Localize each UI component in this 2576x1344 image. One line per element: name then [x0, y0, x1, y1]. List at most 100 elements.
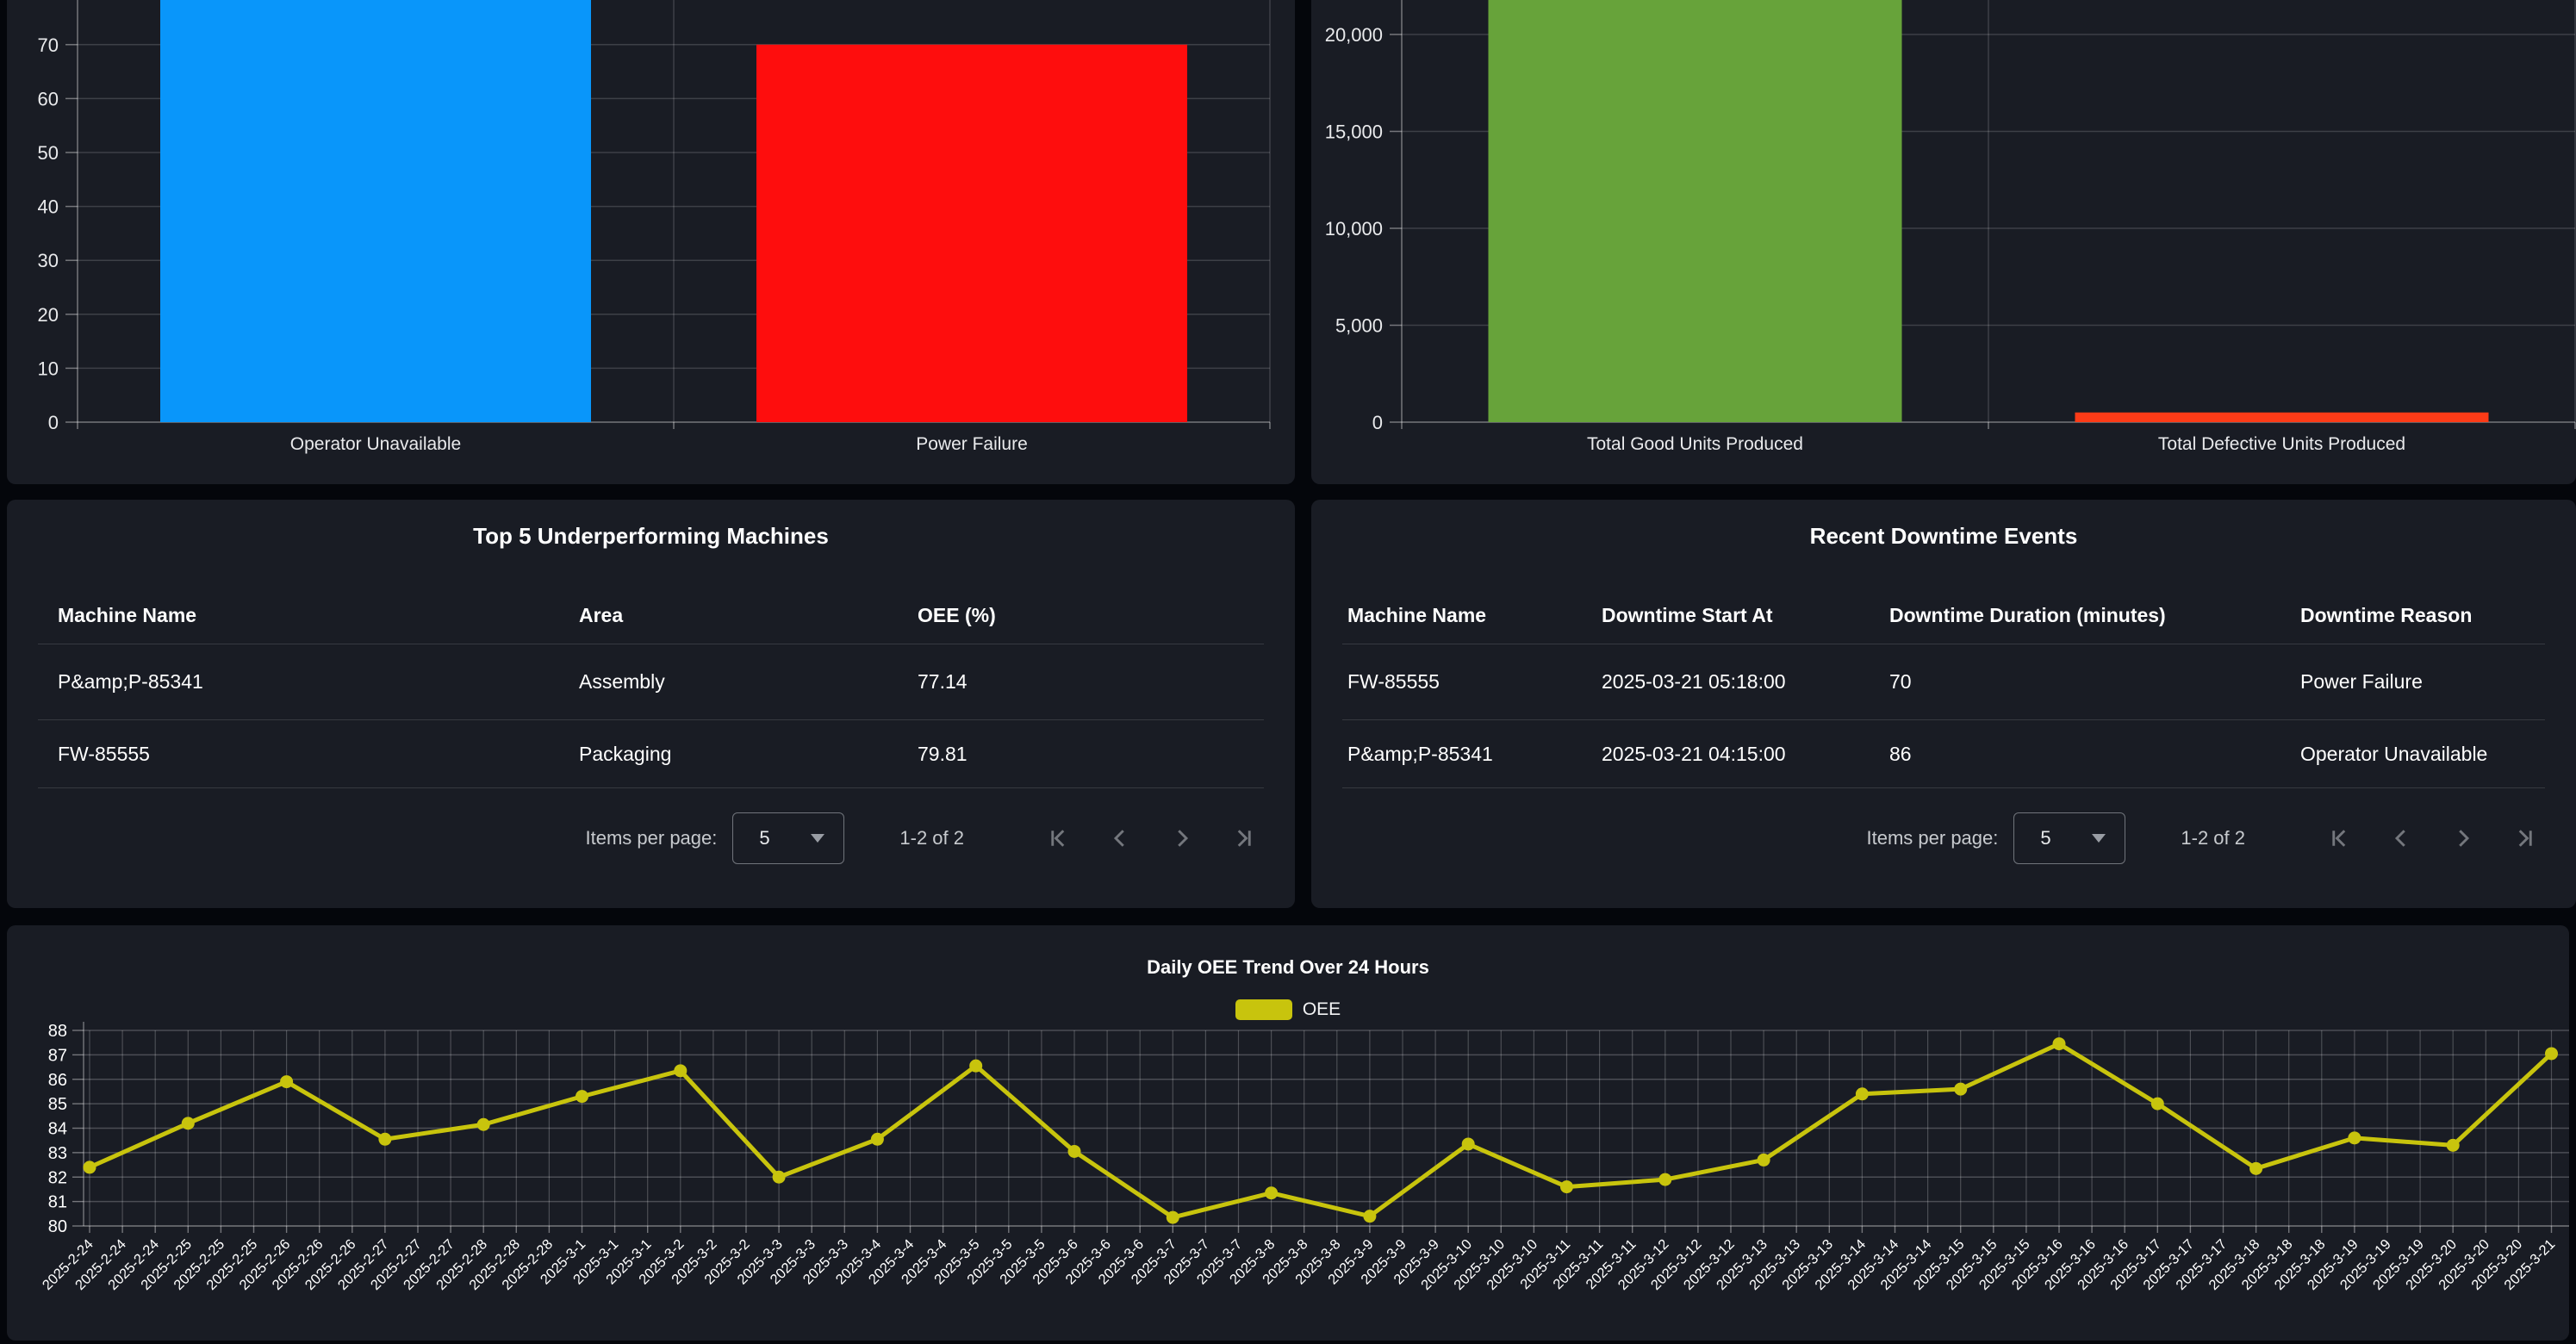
column-header-area: Area: [579, 604, 624, 626]
data-point[interactable]: [1265, 1186, 1279, 1200]
data-point[interactable]: [1560, 1180, 1573, 1194]
data-point[interactable]: [83, 1160, 96, 1174]
data-point[interactable]: [1954, 1082, 1968, 1096]
previous-page-button[interactable]: [1107, 825, 1133, 851]
next-page-button[interactable]: [1169, 825, 1195, 851]
chevron-right-icon: [2459, 830, 2470, 847]
last-page-button[interactable]: [1231, 825, 1257, 851]
chart-title: Daily OEE Trend Over 24 Hours: [1147, 956, 1429, 978]
card-title: Top 5 Underperforming Machines: [473, 523, 829, 549]
bar-1[interactable]: [756, 44, 1187, 423]
data-point[interactable]: [476, 1117, 490, 1131]
last-page-button[interactable]: [2512, 825, 2538, 851]
table-row: FW-85555 2025-03-21 05:18:00 70 Power Fa…: [1342, 644, 2545, 720]
y-tick-label: 20: [38, 304, 59, 326]
units-produced-bar-chart[interactable]: 0 5,000 10,000 15,000 20,000 Total Good Units…: [1311, 0, 2576, 484]
y-tick-label: 80: [48, 1217, 67, 1236]
paginator-buttons: [1009, 825, 1257, 851]
cell-machine-name: P&amp;P-85341: [58, 670, 203, 693]
data-point[interactable]: [1166, 1210, 1179, 1224]
table-header-row: Machine Name Downtime Start At Downtime …: [1342, 588, 2545, 644]
table-row: FW-85555 Packaging 79.81: [38, 720, 1264, 788]
bar-1[interactable]: [2075, 412, 2489, 422]
first-page-button[interactable]: [2326, 825, 2352, 851]
items-per-page-select[interactable]: 5: [2013, 812, 2126, 864]
first-page-button[interactable]: [1045, 825, 1071, 851]
data-point[interactable]: [2446, 1138, 2460, 1152]
data-point[interactable]: [1067, 1144, 1081, 1158]
cell-downtime-start: 2025-03-21 04:15:00: [1602, 742, 1786, 765]
y-tick-label: 30: [38, 250, 59, 271]
oee-trend-line[interactable]: [88, 1042, 2554, 1220]
column-header-machine-name: Machine Name: [58, 604, 197, 626]
y-tick-label: 83: [48, 1144, 67, 1163]
items-per-page-value: 5: [759, 827, 770, 849]
cell-oee: 79.81: [918, 742, 968, 765]
data-point[interactable]: [1658, 1173, 1672, 1186]
next-page-button[interactable]: [2450, 825, 2476, 851]
data-point[interactable]: [280, 1075, 294, 1089]
card-title: Recent Downtime Events: [1809, 523, 2078, 549]
data-point[interactable]: [2150, 1097, 2164, 1111]
data-point[interactable]: [1757, 1153, 1770, 1167]
data-point[interactable]: [969, 1059, 983, 1073]
data-point[interactable]: [1461, 1137, 1475, 1151]
cell-downtime-reason: Power Failure: [2300, 670, 2423, 693]
cell-downtime-start: 2025-03-21 05:18:00: [1602, 670, 1786, 693]
oee-trend-chart-panel: Daily OEE Trend Over 24 Hours OEE 80 81 82…: [7, 925, 2569, 1341]
items-per-page-select[interactable]: 5: [732, 812, 845, 864]
cell-oee: 77.14: [918, 670, 968, 693]
cell-downtime-duration: 86: [1889, 742, 1912, 765]
y-tick-label: 50: [38, 142, 59, 164]
legend-swatch: [1235, 999, 1292, 1020]
oee-trend-line-chart[interactable]: 8081828384858687882025-2-242025-2-242025…: [7, 925, 2569, 1341]
y-tick-label: 10,000: [1325, 218, 1383, 240]
last-page-icon: [1237, 830, 1251, 847]
page-range-label: 1-2 of 2: [2181, 827, 2245, 849]
downtime-by-reason-chart-panel: 0 10 20 30 40 50 60 70 Operator Unavailable Power…: [7, 0, 1295, 484]
x-category-label: Operator Unavailable: [290, 434, 461, 454]
first-page-icon: [2332, 830, 2346, 847]
y-tick-label: 15,000: [1325, 121, 1383, 143]
y-tick-label: 88: [48, 1022, 67, 1041]
y-tick-label: 40: [38, 196, 59, 218]
data-point[interactable]: [378, 1132, 392, 1146]
data-point[interactable]: [2545, 1047, 2558, 1061]
cell-downtime-duration: 70: [1889, 670, 1912, 693]
cell-machine-name: FW-85555: [58, 742, 150, 765]
y-tick-label: 86: [48, 1071, 67, 1090]
data-point[interactable]: [1855, 1087, 1869, 1101]
downtime-by-reason-bar-chart[interactable]: 0 10 20 30 40 50 60 70 Operator Unavailable Power…: [7, 0, 1295, 484]
data-point[interactable]: [2249, 1161, 2263, 1175]
x-category-label: Total Good Units Produced: [1587, 434, 1803, 454]
data-point[interactable]: [2348, 1131, 2361, 1145]
recent-downtime-events-card: Recent Downtime Events Machine Name Down…: [1311, 500, 2576, 908]
first-page-icon: [1051, 830, 1065, 847]
table-row: P&amp;P-85341 2025-03-21 04:15:00 86 Ope…: [1342, 720, 2545, 788]
y-tick-label: 60: [38, 88, 59, 109]
data-point[interactable]: [181, 1117, 195, 1130]
previous-page-button[interactable]: [2388, 825, 2414, 851]
chevron-left-icon: [2394, 830, 2405, 847]
column-header-machine-name: Machine Name: [1347, 604, 1487, 626]
data-point[interactable]: [2052, 1037, 2066, 1051]
chevron-down-icon: [811, 834, 825, 843]
data-point[interactable]: [772, 1170, 786, 1184]
bar-0[interactable]: [160, 0, 591, 422]
y-tick-label: 84: [48, 1120, 67, 1139]
y-tick-label: 0: [48, 412, 59, 433]
paginator: Items per page: 5 1-2 of 2: [1867, 797, 2538, 880]
y-tick-label: 20,000: [1325, 24, 1383, 46]
y-tick-label: 85: [48, 1095, 67, 1114]
data-point[interactable]: [576, 1090, 588, 1104]
bar-0[interactable]: [1488, 0, 1902, 422]
chart-legend[interactable]: OEE: [7, 999, 2569, 1020]
paginator: Items per page: 5 1-2 of 2: [586, 797, 1257, 880]
cell-area: Assembly: [579, 670, 665, 693]
column-header-downtime-reason: Downtime Reason: [2300, 604, 2473, 626]
downtime-events-table: Machine Name Downtime Start At Downtime …: [1342, 588, 2545, 788]
chevron-right-icon: [1178, 830, 1189, 847]
data-point[interactable]: [1363, 1210, 1377, 1223]
data-point[interactable]: [674, 1064, 688, 1078]
data-point[interactable]: [870, 1132, 884, 1146]
